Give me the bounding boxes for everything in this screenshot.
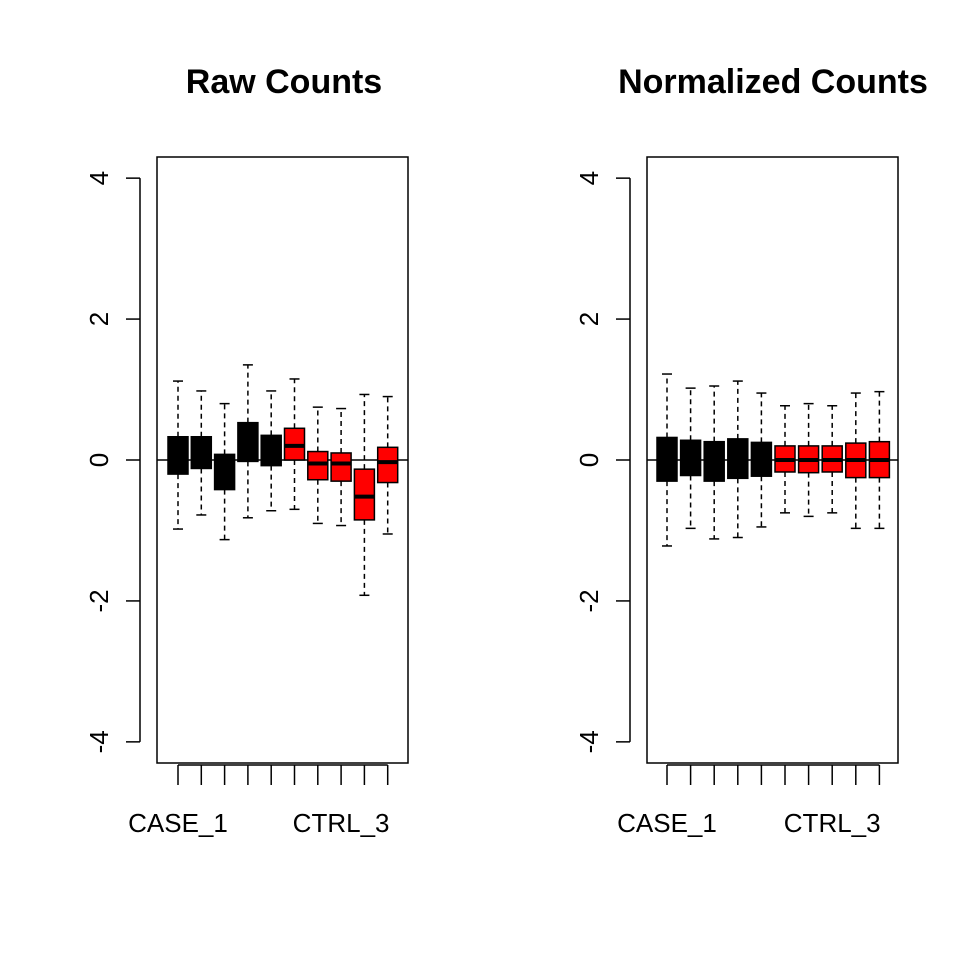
- box-body: [376, 446, 399, 484]
- box-ctrl: [353, 393, 376, 597]
- y-tick-label: 4: [84, 171, 114, 185]
- box-ctrl: [774, 404, 796, 514]
- y-tick-label: 0: [574, 453, 604, 467]
- box-body: [190, 435, 213, 470]
- box-ctrl: [797, 402, 820, 518]
- y-tick-label: 4: [574, 171, 604, 185]
- box-ctrl: [868, 390, 891, 530]
- box-case: [727, 380, 749, 539]
- box-body: [330, 452, 352, 482]
- box-ctrl: [330, 407, 352, 527]
- box-body: [353, 468, 376, 521]
- raw-counts-title: Raw Counts: [186, 63, 382, 101]
- box-case: [750, 392, 773, 528]
- box-ctrl: [821, 404, 843, 514]
- box-ctrl: [307, 406, 329, 525]
- box-case: [167, 380, 189, 530]
- box-case: [237, 364, 259, 519]
- box-ctrl: [283, 378, 306, 511]
- y-tick-label: 2: [574, 312, 604, 326]
- x-tick-label: CTRL_3: [293, 808, 390, 838]
- y-tick-label: 0: [84, 453, 114, 467]
- box-case: [656, 373, 678, 547]
- x-tick-label: CASE_1: [128, 808, 228, 838]
- y-tick-label: 2: [84, 312, 114, 326]
- box-body: [237, 421, 259, 463]
- x-tick-label: CASE_1: [617, 808, 717, 838]
- box-case: [190, 390, 213, 516]
- y-tick-label: -4: [574, 730, 604, 753]
- box-case: [213, 402, 236, 541]
- normalized-counts-panel: Normalized Counts -4 -2 0 2 4 CASE_1 CTRL_3: [574, 63, 928, 838]
- x-tick-label: CTRL_3: [784, 808, 881, 838]
- y-tick-label: -2: [84, 589, 114, 612]
- box-ctrl: [376, 395, 399, 535]
- y-tick-label: -2: [574, 589, 604, 612]
- box-case: [260, 390, 282, 512]
- box-body: [307, 450, 329, 481]
- box-case: [679, 387, 702, 530]
- y-tick-label: -4: [84, 730, 114, 753]
- box-body: [167, 435, 189, 475]
- box-case: [703, 385, 725, 540]
- normalized-counts-title: Normalized Counts: [618, 63, 928, 101]
- box-ctrl: [845, 392, 867, 530]
- box-body: [679, 439, 702, 477]
- raw-counts-panel: Raw Counts -4 -2 0 2 4 CASE_1 CTRL_3: [84, 63, 409, 838]
